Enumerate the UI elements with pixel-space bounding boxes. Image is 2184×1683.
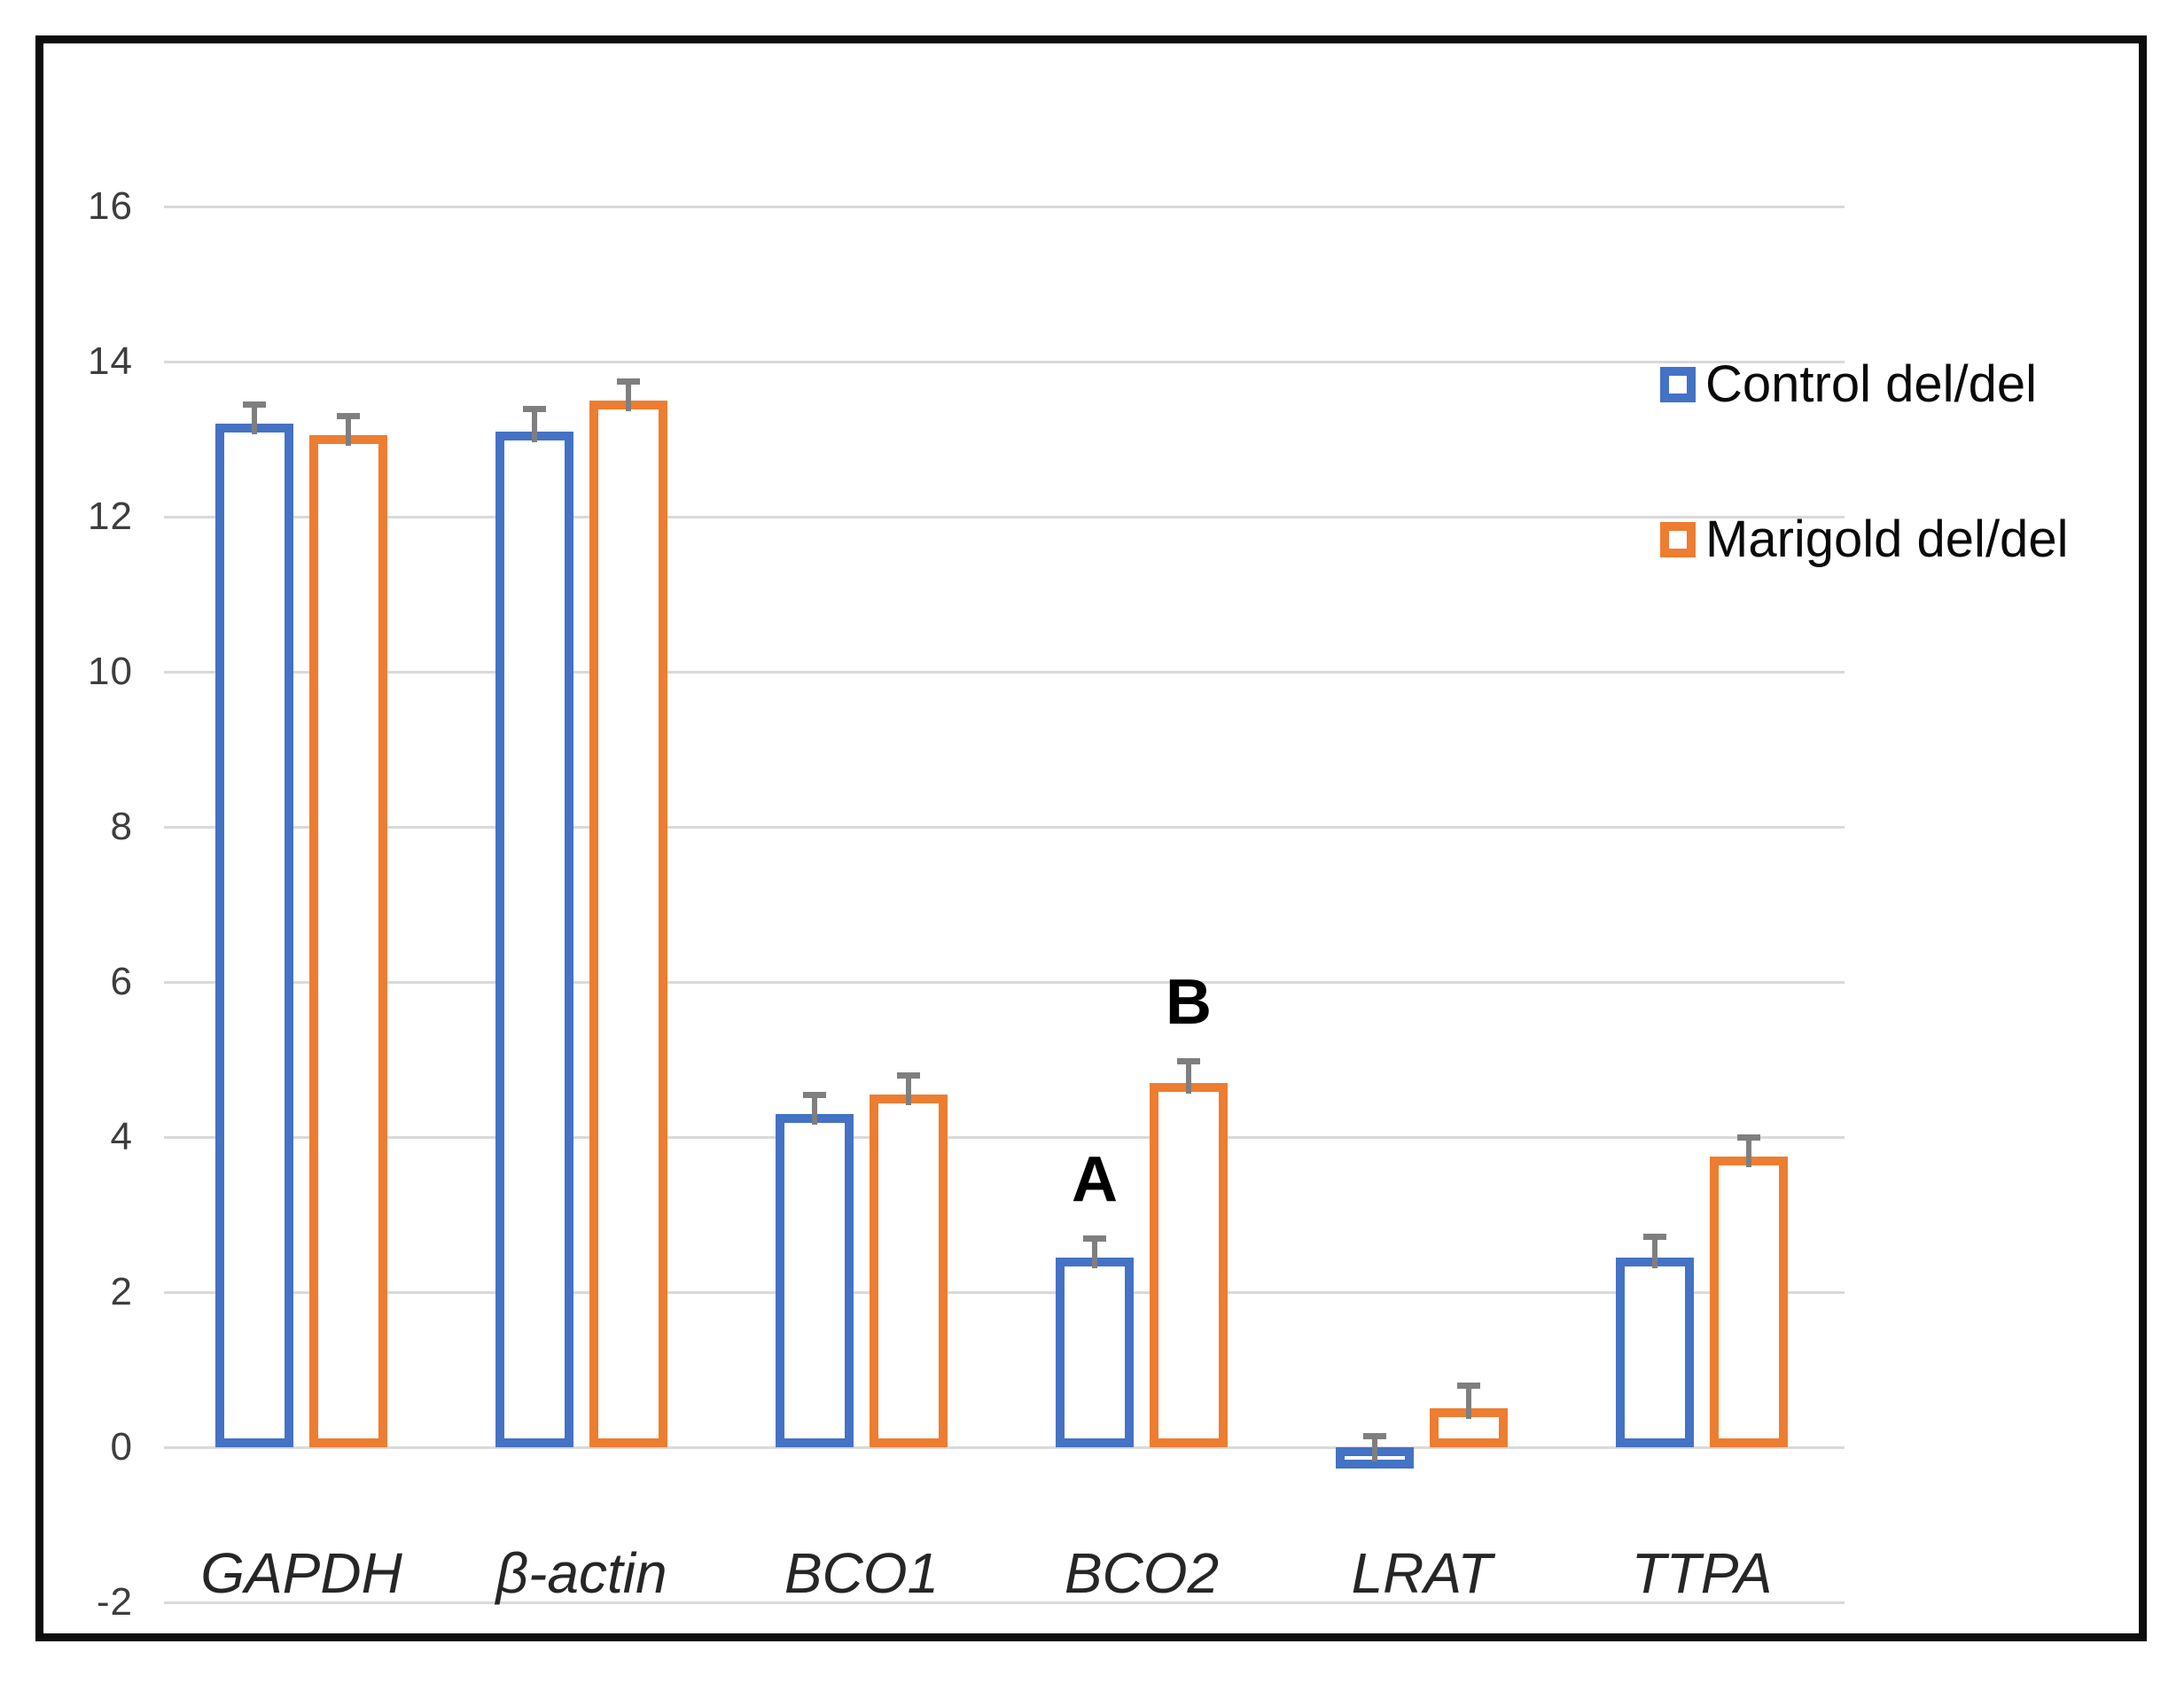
x-axis-label-BCO2: BCO2 (1064, 1541, 1220, 1605)
gridline (164, 1136, 1845, 1139)
error-bar-whisker (532, 408, 537, 442)
legend-swatch-icon (1660, 522, 1696, 557)
error-bar-whisker (1466, 1385, 1471, 1420)
y-tick-label: -2 (96, 1580, 133, 1624)
y-tick-label: 12 (88, 495, 133, 538)
error-bar-cap (1457, 1383, 1480, 1389)
error-bar-cap (897, 1072, 920, 1079)
error-bar-cap (803, 1091, 826, 1098)
x-axis-label-TTPA: TTPA (1631, 1541, 1773, 1605)
legend-item: Control del/del (1660, 356, 2037, 413)
legend-swatch-icon (1660, 367, 1696, 402)
y-tick-label: 10 (88, 650, 133, 693)
error-bar-cap (1177, 1058, 1200, 1065)
bar-TTPA-marigold (1710, 1156, 1788, 1447)
gridline (164, 206, 1845, 208)
gridline (164, 1601, 1845, 1604)
error-bar-cap (1643, 1234, 1666, 1240)
y-tick-label: 0 (110, 1425, 133, 1469)
error-bar-whisker (626, 380, 631, 411)
bar-BCO2-marigold (1150, 1082, 1228, 1447)
error-bar-whisker (1652, 1236, 1658, 1268)
error-bar-cap (337, 413, 360, 420)
bar-BCO1-marigold (870, 1094, 948, 1447)
error-bar-cap (243, 401, 266, 409)
gridline (164, 1446, 1845, 1449)
y-tick-label: 8 (110, 805, 133, 848)
bar-β-actin-control (495, 431, 573, 1447)
error-bar-whisker (906, 1075, 911, 1105)
x-axis-label-BCO1: BCO1 (784, 1541, 940, 1605)
bar-BCO2-control (1056, 1257, 1134, 1447)
error-bar-whisker (812, 1094, 817, 1125)
bar-TTPA-control (1616, 1257, 1694, 1447)
x-axis-label-GAPDH: GAPDH (200, 1541, 402, 1605)
significance-letter-B: B (1166, 967, 1212, 1039)
bar-BCO1-control (776, 1113, 854, 1447)
error-bar-cap (1737, 1134, 1760, 1141)
legend-item-label: Control del/del (1705, 355, 2037, 413)
legend: Control del/del Marigold del/del (1660, 356, 2121, 587)
error-bar-whisker (1372, 1435, 1377, 1461)
error-bar-whisker (1186, 1061, 1191, 1094)
y-tick-label: 4 (110, 1115, 133, 1158)
bar-GAPDH-control (215, 424, 293, 1447)
error-bar-cap (523, 405, 546, 412)
legend-item: Marigold del/del (1660, 511, 2068, 568)
error-bar-whisker (252, 404, 257, 434)
gridline (164, 981, 1845, 984)
gridline (164, 826, 1845, 829)
x-axis-label-LRAT: LRAT (1351, 1541, 1493, 1605)
bar-β-actin-marigold (589, 400, 667, 1447)
gridline (164, 361, 1845, 363)
gridline (164, 671, 1845, 674)
error-bar-whisker (1746, 1137, 1751, 1167)
x-axis-label-β-actin: β-actin (495, 1541, 667, 1605)
gridline (164, 516, 1845, 518)
y-tick-label: 2 (110, 1270, 133, 1313)
bar-GAPDH-marigold (309, 435, 387, 1447)
error-bar-whisker (1092, 1237, 1097, 1268)
error-bar-cap (1363, 1432, 1386, 1439)
y-tick-label: 14 (88, 339, 133, 383)
error-bar-cap (1083, 1235, 1106, 1242)
y-tick-label: 6 (110, 960, 133, 1003)
error-bar-cap (617, 378, 640, 385)
significance-letter-A: A (1072, 1143, 1118, 1215)
legend-item-label: Marigold del/del (1705, 510, 2069, 568)
y-tick-label: 16 (88, 184, 133, 228)
gridline (164, 1291, 1845, 1294)
error-bar-whisker (346, 416, 351, 447)
